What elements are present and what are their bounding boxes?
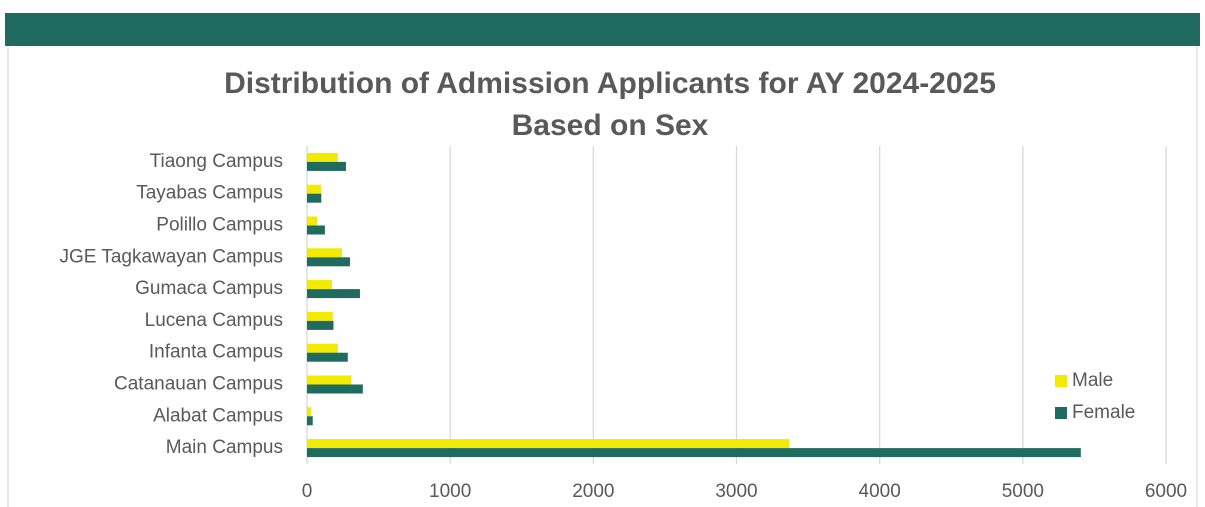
bar [307,216,318,226]
x-tick-label: 4000 [859,481,901,502]
y-tick-label: Alabat Campus [153,405,283,426]
bar [307,416,313,426]
bar [307,343,338,353]
chart-title: Distribution of Admission Applicants for… [224,67,996,142]
legend-label: Female [1072,402,1135,423]
bar [307,352,348,362]
bar [307,320,334,330]
y-tick-label: Tiaong Campus [150,151,283,172]
bar [307,448,1081,458]
bar [307,193,322,203]
y-tick-label: JGE Tagkawayan Campus [59,246,283,267]
bar [307,161,346,171]
bar [307,248,343,258]
bar [307,184,322,194]
bar [307,225,325,235]
x-tick-label: 5000 [1002,481,1044,502]
bar [307,280,333,290]
y-tick-label: Tayabas Campus [136,183,283,204]
bar [307,152,338,162]
y-tick-label: Catanauan Campus [114,374,283,395]
header-band [5,13,1200,46]
bar [307,289,360,299]
y-tick-label: Polillo Campus [156,215,283,236]
x-tick-label: 3000 [715,481,757,502]
bar [307,257,350,267]
x-tick-label: 0 [302,481,313,502]
y-tick-label: Lucena Campus [145,310,283,331]
bar [307,375,352,385]
legend-swatch [1055,375,1067,387]
bar [307,384,363,394]
bar [307,439,790,449]
legend-label: Male [1072,370,1113,391]
x-tick-label: 6000 [1145,481,1187,502]
bar [307,311,333,321]
y-tick-label: Main Campus [166,437,283,458]
y-tick-label: Infanta Campus [149,342,283,363]
legend-swatch [1055,407,1067,419]
x-tick-label: 1000 [429,481,471,502]
x-tick-label: 2000 [572,481,614,502]
bar [307,407,312,417]
y-tick-label: Gumaca Campus [135,278,283,299]
